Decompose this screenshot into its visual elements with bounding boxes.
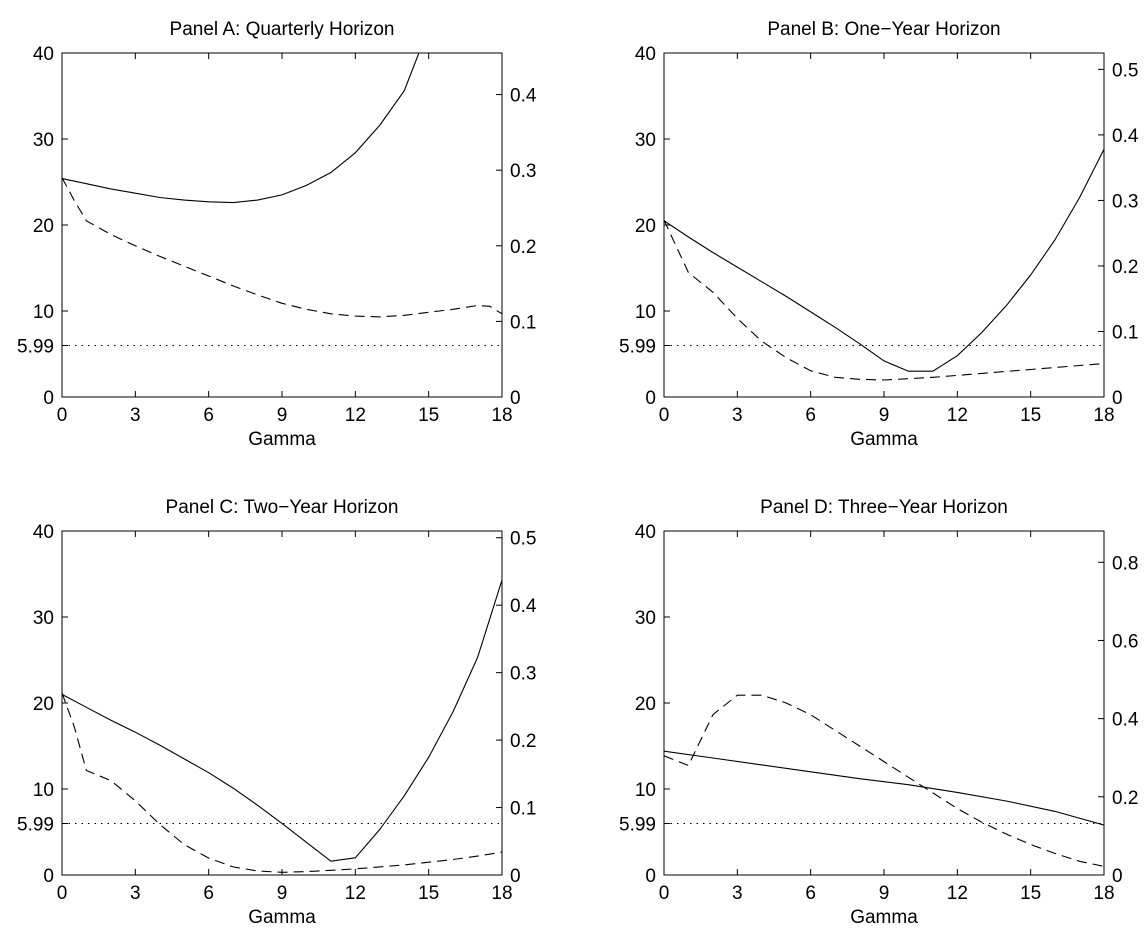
y-left-tick-label: 20: [33, 694, 54, 715]
x-tick-label: 6: [805, 405, 816, 426]
y-left-tick-label: 20: [33, 216, 54, 237]
y-left-tick-label: 10: [635, 780, 656, 801]
x-tick-label: 12: [947, 883, 968, 904]
panel-title: Panel C: Two−Year Horizon: [166, 497, 399, 518]
y-right-tick-label: 0.4: [510, 86, 537, 107]
y-left-tick-label: 30: [635, 130, 656, 151]
y-right-tick-label: 0.3: [510, 664, 536, 685]
y-left-tick-label: 5.99: [619, 814, 656, 835]
y-left-tick-label: 5.99: [17, 336, 54, 357]
x-tick-label: 18: [491, 883, 512, 904]
x-tick-label: 9: [277, 405, 288, 426]
series-line-dashed: [664, 219, 1104, 381]
y-right-tick-label: 0.3: [510, 161, 536, 182]
x-tick-label: 9: [879, 405, 890, 426]
y-right-tick-label: 0.1: [510, 312, 536, 333]
y-left-tick-label: 20: [635, 216, 656, 237]
y-left-tick-label: 0: [645, 866, 656, 887]
y-right-tick-label: 0.5: [1112, 60, 1138, 81]
x-tick-label: 0: [57, 883, 68, 904]
y-left-tick-label: 10: [635, 302, 656, 323]
x-tick-label: 6: [203, 405, 214, 426]
chart-panel-4: Panel D: Three−Year Horizon 0 3 6 9 12 15 18 Gam…: [619, 497, 1139, 928]
y-right-tick-label: 0.2: [510, 237, 536, 258]
y-left-tick-label: 30: [33, 608, 54, 629]
y-left-tick-label: 0: [43, 388, 54, 409]
y-left-tick-label: 20: [635, 694, 656, 715]
x-tick-label: 9: [879, 883, 890, 904]
x-tick-label: 12: [345, 405, 366, 426]
y-right-tick-label: 0.8: [1112, 553, 1138, 574]
series-line-dashed: [62, 692, 502, 873]
x-axis-label: Gamma: [850, 429, 918, 450]
y-right-tick-label: 0.5: [510, 529, 536, 550]
x-tick-label: 15: [1020, 883, 1041, 904]
x-tick-label: 18: [491, 405, 512, 426]
panel-title: Panel A: Quarterly Horizon: [170, 19, 395, 40]
series-line-solid: [664, 750, 1104, 826]
series-line-dashed: [62, 177, 502, 318]
y-right-tick-label: 0.2: [1112, 257, 1138, 278]
x-axis-label: Gamma: [850, 907, 918, 928]
y-right-tick-label: 0.4: [1112, 126, 1139, 147]
y-left-tick-label: 40: [635, 44, 656, 65]
y-left-tick-label: 30: [635, 608, 656, 629]
x-tick-label: 18: [1093, 405, 1114, 426]
x-tick-label: 18: [1093, 883, 1114, 904]
x-tick-label: 9: [277, 883, 288, 904]
series-line-solid: [62, 53, 420, 204]
x-tick-label: 12: [345, 883, 366, 904]
x-tick-label: 15: [418, 405, 439, 426]
y-left-tick-label: 5.99: [619, 336, 656, 357]
y-right-tick-label: 0: [510, 866, 521, 887]
x-tick-label: 15: [1020, 405, 1041, 426]
x-axis-label: Gamma: [248, 907, 316, 928]
y-left-tick-label: 0: [645, 388, 656, 409]
y-right-tick-label: 0: [1112, 866, 1123, 887]
y-right-tick-label: 0.2: [510, 731, 536, 752]
chart-panel-3: Panel C: Two−Year Horizon 0 3 6 9 12 15 18 Gamma…: [17, 497, 537, 928]
y-right-tick-label: 0.1: [510, 799, 536, 820]
x-tick-label: 15: [418, 883, 439, 904]
y-right-tick-label: 0.1: [1112, 322, 1138, 343]
chart-panel-2: Panel B: One−Year Horizon 0 3 6 9 12 15 18 Gamma…: [619, 19, 1139, 450]
y-right-tick-label: 0: [1112, 388, 1123, 409]
x-tick-label: 6: [805, 883, 816, 904]
series-line-solid: [664, 149, 1104, 372]
y-left-tick-label: 5.99: [17, 814, 54, 835]
y-right-tick-label: 0: [510, 388, 521, 409]
y-right-tick-label: 0.4: [1112, 710, 1139, 731]
x-tick-label: 6: [203, 883, 214, 904]
x-tick-label: 3: [732, 405, 743, 426]
y-right-tick-label: 0.2: [1112, 788, 1138, 809]
x-tick-label: 3: [130, 405, 141, 426]
x-tick-label: 3: [130, 883, 141, 904]
x-tick-label: 0: [57, 405, 68, 426]
y-left-tick-label: 40: [33, 44, 54, 65]
y-right-tick-label: 0.6: [1112, 631, 1138, 652]
panel-title: Panel D: Three−Year Horizon: [760, 497, 1008, 518]
y-left-tick-label: 30: [33, 130, 54, 151]
y-left-tick-label: 40: [635, 522, 656, 543]
y-left-tick-label: 0: [43, 866, 54, 887]
x-tick-label: 0: [659, 883, 670, 904]
y-left-tick-label: 10: [33, 302, 54, 323]
x-tick-label: 3: [732, 883, 743, 904]
panel-title: Panel B: One−Year Horizon: [767, 19, 1000, 40]
y-left-tick-label: 10: [33, 780, 54, 801]
series-line-solid: [62, 579, 502, 862]
y-left-tick-label: 40: [33, 522, 54, 543]
chart-panel-1: Panel A: Quarterly Horizon 0 3 6 9 12 15 18 Gamm…: [17, 19, 537, 450]
x-axis-label: Gamma: [248, 429, 316, 450]
y-right-tick-label: 0.4: [510, 596, 537, 617]
x-tick-label: 12: [947, 405, 968, 426]
series-line-dashed: [664, 694, 1104, 867]
x-tick-label: 0: [659, 405, 670, 426]
y-right-tick-label: 0.3: [1112, 191, 1138, 212]
